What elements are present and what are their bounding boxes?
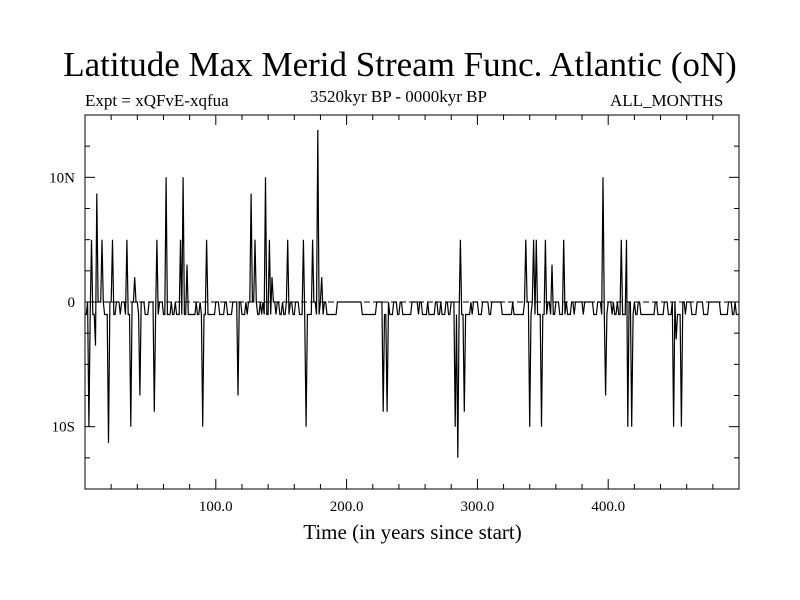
axis-ticks (85, 115, 739, 489)
x-tick-label: 300.0 (461, 499, 495, 515)
experiment-label: Expt = xQFvE-xqfua (85, 91, 229, 110)
y-tick-label: 10N (49, 170, 75, 186)
y-tick-label: 10S (52, 420, 75, 436)
x-tick-label: 100.0 (199, 499, 233, 515)
period-label: 3520kyr BP - 0000kyr BP (310, 87, 487, 106)
stream-function-series-line (85, 129, 739, 458)
x-axis-label: Time (in years since start) (303, 520, 522, 544)
y-tick-label: 0 (68, 295, 76, 311)
season-label: ALL_MONTHS (610, 91, 724, 110)
chart-title: Latitude Max Merid Stream Func. Atlantic… (63, 45, 737, 84)
x-tick-label: 400.0 (591, 499, 625, 515)
x-tick-label: 200.0 (330, 499, 364, 515)
axis-tick-labels: 100.0 200.0 300.0 400.0 10N 0 10S (49, 170, 625, 515)
